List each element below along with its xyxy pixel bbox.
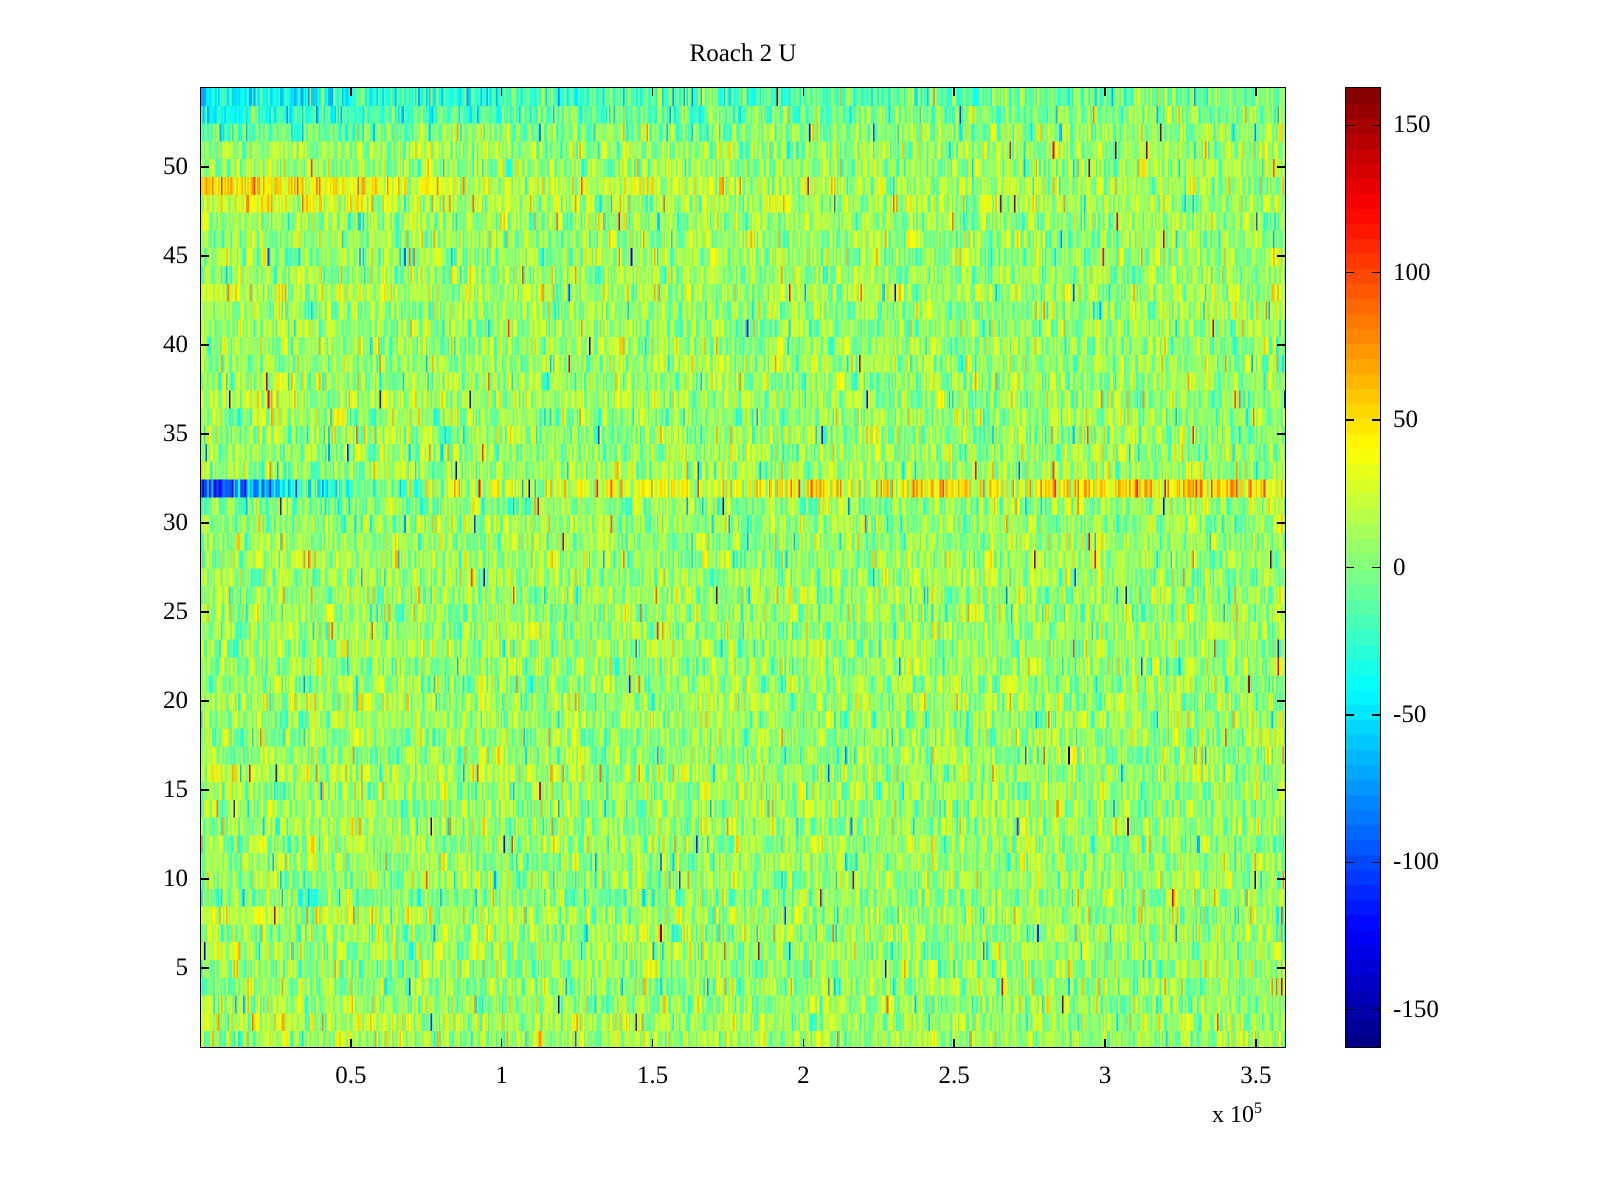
y-tick-mark <box>200 789 209 791</box>
x-tick-label: 0.5 <box>335 1062 367 1089</box>
y-tick-label: 25 <box>163 597 188 625</box>
colorbar-tick-mark <box>1372 124 1380 127</box>
y-tick-mark <box>1277 700 1286 702</box>
colorbar-tick-mark <box>1346 271 1354 274</box>
colorbar-tick-mark <box>1372 271 1380 274</box>
x-tick-mark <box>1255 1039 1257 1048</box>
y-tick-mark <box>200 255 209 257</box>
x-tick-mark <box>651 1039 654 1048</box>
x-tick-label: 3.5 <box>1240 1062 1272 1089</box>
x-tick-mark <box>350 87 352 96</box>
y-tick-label: 35 <box>163 420 188 448</box>
colorbar-tick-label: 0 <box>1393 553 1406 581</box>
x-tick-label: 1 <box>495 1062 508 1089</box>
x-tick-mark <box>1104 87 1106 96</box>
x-exponent-base: x 10 <box>1212 1102 1254 1128</box>
colorbar-tick-label: 100 <box>1393 258 1431 286</box>
y-tick-mark <box>1277 878 1286 880</box>
x-exponent-power: 5 <box>1254 1100 1262 1117</box>
y-tick-mark <box>1277 967 1286 969</box>
x-tick-mark <box>500 87 503 96</box>
colorbar-tick-mark <box>1346 861 1354 864</box>
y-tick-mark <box>200 344 209 346</box>
x-tick-mark <box>953 1039 955 1048</box>
colorbar-tick-mark <box>1372 861 1380 864</box>
colorbar-tick-mark <box>1372 1008 1380 1011</box>
y-tick-mark <box>1277 789 1286 791</box>
colorbar-tick-mark <box>1346 124 1354 127</box>
colorbar-tick-label: -100 <box>1393 848 1439 876</box>
x-tick-label: 2.5 <box>938 1062 970 1089</box>
colorbar-tick-mark <box>1372 714 1380 716</box>
colorbar-tick-mark <box>1372 566 1380 569</box>
y-tick-label: 20 <box>163 686 188 714</box>
x-tick-mark <box>1255 87 1257 96</box>
colorbar-tick-label: 50 <box>1393 406 1418 434</box>
y-tick-label: 30 <box>163 509 188 536</box>
y-tick-mark <box>200 611 209 613</box>
y-tick-label: 45 <box>163 242 188 270</box>
y-tick-mark <box>1277 611 1286 613</box>
colorbar-tick-label: 150 <box>1393 111 1431 139</box>
y-tick-mark <box>1277 166 1286 168</box>
y-tick-mark <box>1277 344 1286 346</box>
colorbar-tick-mark <box>1346 419 1354 421</box>
y-tick-mark <box>200 700 209 702</box>
y-tick-label: 15 <box>163 775 188 803</box>
x-tick-mark <box>651 87 654 96</box>
y-tick-mark <box>200 878 209 880</box>
heatmap-axes[interactable] <box>200 87 1286 1048</box>
colorbar-tick-mark <box>1372 419 1380 421</box>
x-tick-mark <box>500 1039 503 1048</box>
y-tick-label: 5 <box>175 953 189 981</box>
colorbar-tick-label: -50 <box>1393 700 1427 728</box>
x-tick-label: 2 <box>797 1062 810 1089</box>
colorbar-tick-mark <box>1346 714 1354 716</box>
heatmap-image <box>201 88 1285 1047</box>
x-axis-exponent-label: x 105 <box>1212 1100 1262 1129</box>
page-title: Roach 2 U <box>689 40 797 67</box>
x-tick-mark <box>1104 1039 1106 1048</box>
x-tick-mark <box>802 1039 805 1048</box>
x-tick-mark <box>350 1039 352 1048</box>
x-tick-label: 3 <box>1098 1062 1112 1089</box>
y-tick-mark <box>200 522 209 524</box>
x-tick-mark <box>953 87 955 96</box>
y-tick-mark <box>200 166 209 168</box>
colorbar-tick-mark <box>1346 566 1354 569</box>
x-tick-label: 1.5 <box>636 1062 669 1089</box>
y-tick-label: 10 <box>163 864 188 892</box>
x-tick-mark <box>802 87 805 96</box>
colorbar-tick-label: -150 <box>1393 995 1439 1023</box>
y-tick-mark <box>200 433 209 435</box>
y-tick-label: 50 <box>163 153 188 181</box>
y-tick-mark <box>1277 433 1286 435</box>
y-tick-mark <box>200 967 209 969</box>
colorbar-tick-mark <box>1346 1008 1354 1011</box>
y-tick-label: 40 <box>163 331 188 359</box>
y-tick-mark <box>1277 522 1286 524</box>
y-tick-mark <box>1277 255 1286 257</box>
